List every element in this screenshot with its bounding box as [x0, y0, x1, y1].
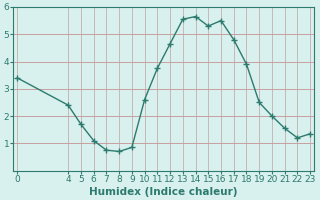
X-axis label: Humidex (Indice chaleur): Humidex (Indice chaleur)	[90, 187, 238, 197]
